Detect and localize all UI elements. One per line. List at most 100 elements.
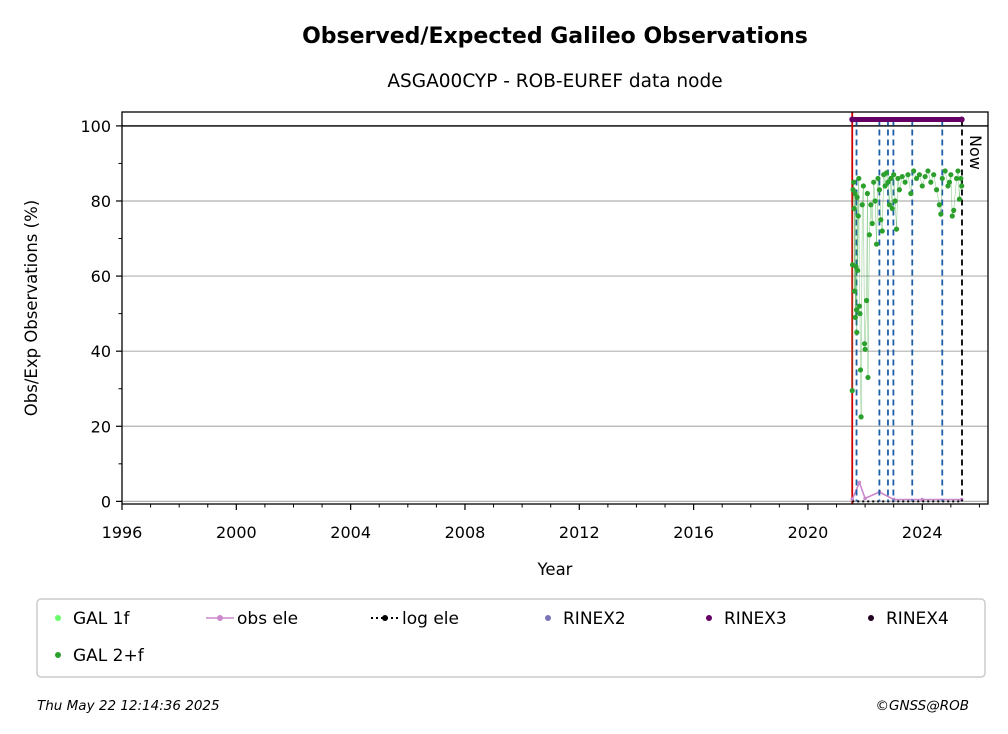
y-tick-label: 40 [91,342,111,361]
gal-2f-point [864,190,870,197]
gal-2f-point [849,388,855,394]
gal-2f-point [946,179,953,185]
gal-2f-point [876,187,882,193]
chart-title: Observed/Expected Galileo Observations [302,24,808,49]
legend-label: RINEX2 [563,609,626,629]
gal-2f-point [905,172,911,178]
gal-2f-point [933,187,940,193]
gal-2f-point [919,183,925,189]
gal-2f-point [854,329,860,336]
gal-2f-point [908,190,914,197]
gal-2f-point [856,303,862,309]
legend-label: GAL 2+f [73,646,145,666]
gal-2f-point [955,168,961,174]
gal-2f-point [862,346,868,352]
obs-ele-point [863,496,867,501]
gal-2f-point [871,179,877,185]
gal-2f-point [889,205,895,212]
gal-2f-point [951,207,957,213]
gal-2f-point [853,307,860,313]
rinex3-point [958,116,965,123]
gal-2f-point [913,175,920,182]
now-label: Now [966,135,985,170]
x-tick-label: 2000 [216,523,257,542]
x-tick-label: 2016 [673,523,714,542]
gal-2f-point [868,202,874,208]
gal-2f-point [857,367,864,373]
y-tick-label: 80 [91,192,111,211]
gal-2f-point [928,179,934,185]
y-axis-label: Obs/Exp Observations (%) [22,200,41,416]
rinex3-point [849,116,856,123]
gal-2f-point [883,170,890,176]
gal-2f-point [958,175,964,182]
gal-2f-point [886,202,892,208]
gal-2f-line [851,170,962,417]
chart-subtitle: ASGA00CYP - ROB-EUREF data node [387,71,722,92]
x-tick-label: 2012 [559,523,600,542]
axis-ticks: 0 20 40 60 80 100 1996 2000 2004 2008 2012 2016 2020… [80,117,980,542]
gal-2f-point [851,179,857,185]
gal-2f-point [902,179,908,185]
legend-label: log ele [402,609,459,629]
gal-2f-point [855,267,861,274]
gal-2f-point [860,183,866,189]
legend-marker [55,652,61,658]
gal-2f-point [942,168,948,174]
gal-2f-point [925,168,931,174]
x-axis-label: Year [537,560,573,579]
legend-box [36,598,986,678]
gal-2f-point [858,414,864,420]
gal-2f-point [861,341,868,347]
gal-2f-point [875,175,881,182]
legend-marker [868,615,874,621]
gal-2f-point [959,183,965,189]
gal-2f-point [888,175,894,182]
legend-label: GAL 1f [73,609,130,629]
gal-2f-point [896,187,902,193]
gal-2f-point [852,314,858,320]
footer-credit: ©GNSS@ROB [876,698,970,714]
y-tick-label: 100 [80,117,111,136]
gal-2f-point [882,183,888,189]
gal-2f-point [949,213,955,219]
gal-2f-point [866,232,872,238]
gal-2f-point [895,175,901,182]
x-tick-label: 1996 [102,523,143,542]
legend-marker [706,615,712,621]
gal-2f-point [953,175,960,182]
gal-2f-point [948,172,954,178]
gal-2f-point [899,173,905,180]
gal-2f-point [892,198,898,204]
gal-2f-point [856,175,862,182]
gal-2f-point [893,226,900,232]
gal-2f-point [869,220,875,227]
gal-2f-point [873,241,880,247]
gal-2f-point [911,168,917,174]
gal-2f-point [885,179,891,185]
plot-marks [849,112,965,504]
gal-2f-point [878,217,884,223]
gal-2f-point [936,202,943,208]
grid-lines [122,125,988,502]
gal-2f-point [855,213,861,219]
gal-2f-point [857,311,863,317]
gal-2f-point [922,173,928,180]
gal-2f-point [859,202,865,208]
legend-label: RINEX4 [886,609,949,629]
legend-marker [382,615,388,621]
legend: GAL 1f obs ele log ele RINEX2 RINEX3 RINEX4 GA… [55,609,949,666]
gal-2f-point [938,211,944,217]
x-tick-label: 2004 [330,523,371,542]
gal-2f-point [865,374,871,381]
obs-ele-line [851,480,962,501]
obs-ele-point [857,480,862,485]
gal-2f-point [851,288,858,294]
gal-2f-point [916,172,923,178]
x-tick-label: 2020 [788,523,829,542]
legend-label: obs ele [237,609,298,629]
y-tick-label: 60 [91,267,111,286]
legend-marker [545,615,551,621]
x-tick-label: 2008 [445,523,486,542]
